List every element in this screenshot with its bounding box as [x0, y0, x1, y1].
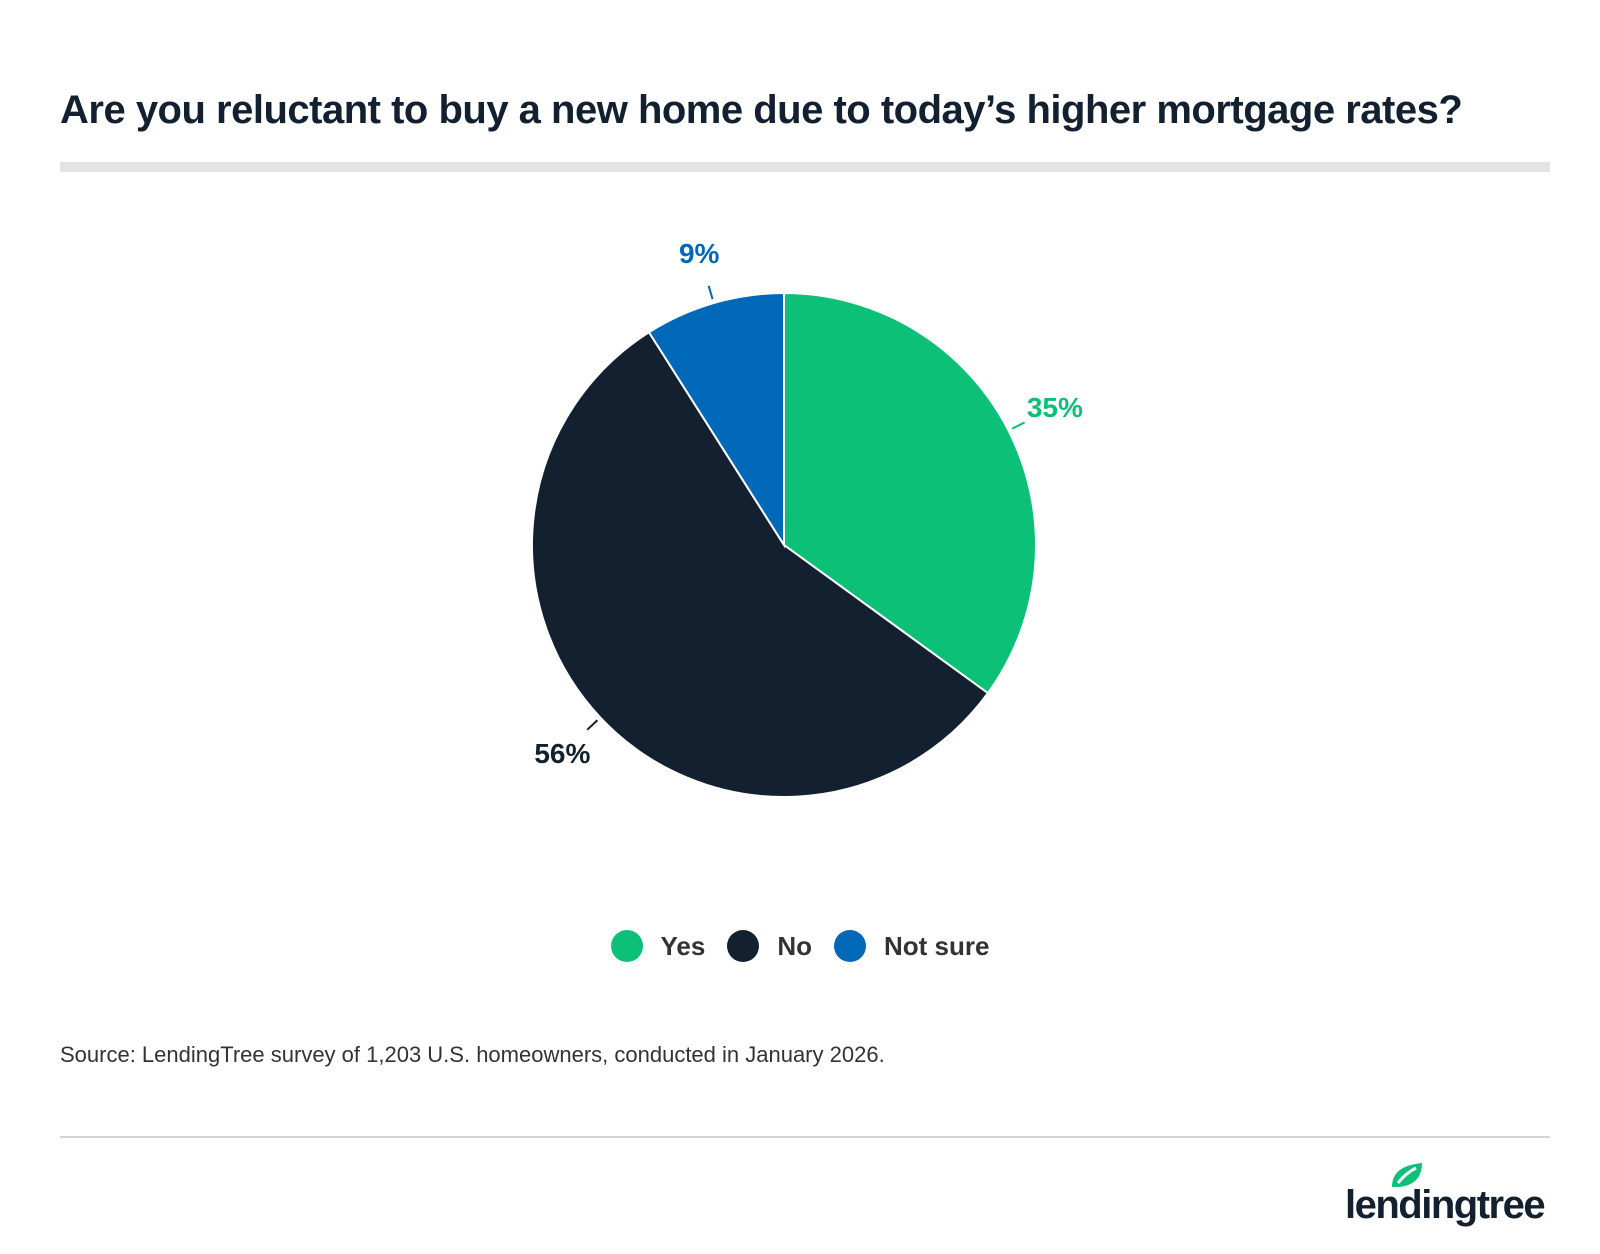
legend-item-not-sure: Not sure [834, 930, 989, 962]
legend-swatch-yes [610, 930, 643, 962]
leader-line-not-sure [707, 285, 714, 300]
leader-line-no [586, 719, 599, 731]
title-divider [60, 162, 1550, 172]
legend-item-yes: Yes [610, 930, 706, 962]
legend-swatch-not-sure [834, 930, 867, 962]
logo-text: lendingtree [1345, 1183, 1546, 1227]
pie-slice-not-sure [647, 291, 785, 549]
data-label-no: 56% [534, 738, 590, 769]
data-label-yes: 35% [1027, 392, 1083, 423]
pie-slice-yes [783, 291, 1037, 695]
leaf-icon [1392, 1163, 1422, 1187]
legend-item-no: No [727, 930, 812, 962]
footer-divider [60, 1136, 1550, 1138]
chart-title: Are you reluctant to buy a new home due … [60, 88, 1463, 132]
legend-swatch-no [727, 930, 760, 962]
source-note: Source: LendingTree survey of 1,203 U.S.… [60, 1042, 885, 1067]
data-label-not-sure: 9% [679, 238, 720, 269]
leader-line-yes [1011, 421, 1026, 430]
legend: Yes No Not sure [0, 930, 1600, 962]
pie-slice-no [531, 330, 990, 798]
legend-label-no: No [777, 930, 813, 961]
legend-label-not-sure: Not sure [884, 930, 990, 961]
legend-label-yes: Yes [660, 930, 706, 961]
lendingtree-logo: lendingtree [1345, 1163, 1546, 1227]
